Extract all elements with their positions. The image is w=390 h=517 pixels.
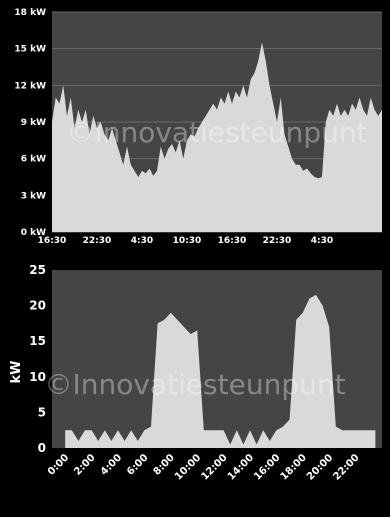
top-chart-panel: 0 kW 3 kW 6 kW 9 kW 12 kW 15 kW 18 kW 16:30 22:… (14, 8, 382, 246)
bottom-y-tick-label: 15 (29, 334, 46, 348)
bottom-watermark: ©Innovatiesteunpunt (44, 368, 345, 401)
bottom-y-tick-label: 0 (38, 441, 46, 455)
top-x-ticks: 16:30 22:30 4:30 10:30 16:30 22:30 4:30 (38, 236, 334, 246)
top-x-tick-label: 22:30 (83, 236, 112, 246)
top-y-ticks: 0 kW 3 kW 6 kW 9 kW 12 kW 15 kW 18 kW (14, 8, 46, 238)
top-y-tick-label: 6 kW (21, 155, 46, 165)
top-y-tick-label: 0 kW (21, 228, 46, 238)
top-y-tick-label: 18 kW (14, 8, 46, 18)
top-x-tick-label: 22:30 (263, 236, 292, 246)
top-x-tick-label: 16:30 (218, 236, 247, 246)
bottom-y-tick-label: 5 (38, 405, 46, 419)
top-y-tick-label: 3 kW (21, 191, 46, 201)
bottom-y-tick-label: 25 (29, 263, 46, 277)
top-y-tick-label: 12 kW (14, 81, 46, 91)
top-x-tick-label: 4:30 (311, 236, 333, 246)
bottom-y-tick-label: 10 (29, 370, 46, 384)
top-y-tick-label: 15 kW (14, 45, 46, 55)
top-area-series (52, 42, 382, 232)
bottom-area-series (65, 294, 376, 448)
top-x-tick-label: 10:30 (173, 236, 202, 246)
bottom-y-ticks: 0 5 10 15 20 25 (29, 263, 46, 455)
top-watermark: ©Innovatiesteunpunt (66, 116, 367, 149)
bottom-y-axis-label: kW (9, 361, 24, 384)
bottom-y-tick-label: 20 (29, 299, 46, 313)
top-x-tick-label: 16:30 (38, 236, 67, 246)
top-x-tick-label: 4:30 (131, 236, 153, 246)
top-y-tick-label: 9 kW (21, 118, 46, 128)
